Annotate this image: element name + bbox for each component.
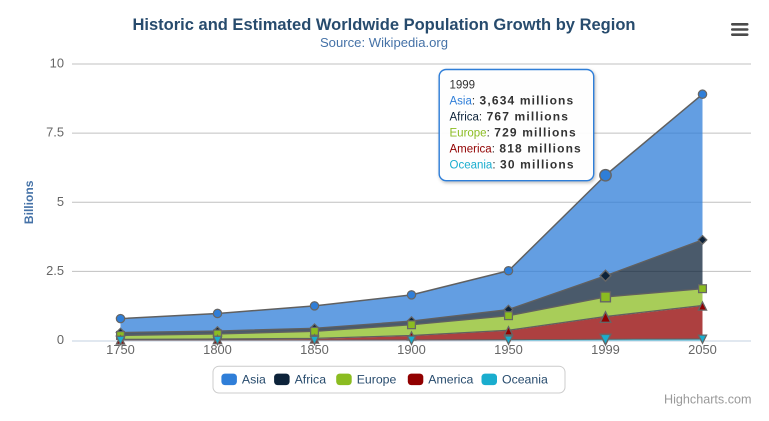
svg-text:1800: 1800: [203, 342, 232, 357]
svg-text:2050: 2050: [688, 342, 717, 357]
svg-text:Asia: 3,634 millions: Asia: 3,634 millions: [450, 93, 575, 107]
svg-text:7.5: 7.5: [46, 125, 64, 140]
svg-text:Africa: 767 millions: Africa: 767 millions: [450, 109, 570, 123]
svg-text:Oceania: Oceania: [502, 372, 548, 386]
svg-text:2.5: 2.5: [46, 263, 64, 278]
svg-text:1950: 1950: [494, 342, 523, 357]
svg-text:Africa: Africa: [295, 372, 327, 386]
svg-text:Europe: Europe: [357, 372, 397, 386]
svg-text:America: America: [428, 372, 473, 386]
svg-text:1999: 1999: [450, 79, 476, 91]
svg-text:5: 5: [57, 194, 64, 209]
svg-text:Highcharts.com: Highcharts.com: [664, 393, 752, 407]
svg-text:Source: Wikipedia.org: Source: Wikipedia.org: [320, 35, 448, 50]
svg-text:0: 0: [57, 332, 64, 347]
svg-text:Oceania: 30 millions: Oceania: 30 millions: [450, 157, 575, 171]
svg-text:Europe: 729 millions: Europe: 729 millions: [450, 125, 577, 139]
svg-text:1999: 1999: [591, 342, 620, 357]
svg-text:Historic and Estimated Worldwi: Historic and Estimated Worldwide Populat…: [133, 16, 636, 34]
svg-text:Asia: Asia: [242, 372, 266, 386]
svg-text:America: 818 millions: America: 818 millions: [450, 141, 582, 155]
svg-text:10: 10: [50, 56, 64, 71]
svg-text:Billions: Billions: [22, 180, 36, 224]
svg-text:1750: 1750: [106, 342, 135, 357]
svg-text:1900: 1900: [397, 342, 426, 357]
svg-text:1850: 1850: [300, 342, 329, 357]
